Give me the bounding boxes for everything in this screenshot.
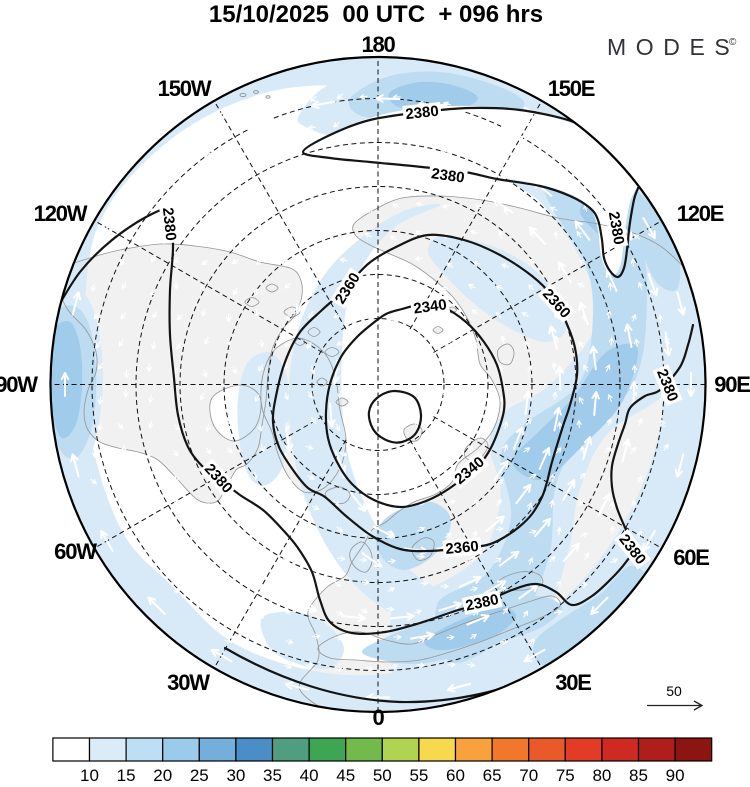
svg-text:60: 60 bbox=[446, 766, 465, 782]
svg-text:30E: 30E bbox=[555, 670, 591, 695]
svg-text:15/10/2025 00 UTC + 096 hrs: 15/10/2025 00 UTC + 096 hrs bbox=[209, 1, 543, 28]
svg-text:40: 40 bbox=[300, 766, 319, 782]
svg-text:2380: 2380 bbox=[605, 210, 628, 246]
svg-text:30W: 30W bbox=[167, 670, 210, 695]
svg-text:MODES: MODES bbox=[607, 34, 739, 60]
svg-text:180: 180 bbox=[361, 32, 395, 57]
svg-text:©: © bbox=[729, 37, 737, 48]
svg-text:0: 0 bbox=[372, 705, 384, 730]
svg-text:10: 10 bbox=[80, 766, 99, 782]
svg-text:120E: 120E bbox=[677, 201, 724, 226]
svg-text:50: 50 bbox=[373, 766, 392, 782]
svg-text:80: 80 bbox=[592, 766, 611, 782]
svg-text:20: 20 bbox=[153, 766, 172, 782]
svg-text:90: 90 bbox=[666, 766, 685, 782]
svg-text:2380: 2380 bbox=[405, 103, 440, 123]
svg-text:2360: 2360 bbox=[445, 538, 480, 558]
svg-text:45: 45 bbox=[336, 766, 355, 782]
svg-text:150W: 150W bbox=[158, 76, 212, 101]
svg-text:2380: 2380 bbox=[430, 165, 465, 186]
svg-text:2340: 2340 bbox=[412, 296, 447, 317]
svg-text:2380: 2380 bbox=[464, 591, 500, 615]
svg-text:120W: 120W bbox=[34, 201, 88, 226]
svg-text:70: 70 bbox=[519, 766, 538, 782]
svg-text:25: 25 bbox=[190, 766, 209, 782]
svg-text:60E: 60E bbox=[673, 545, 709, 570]
svg-text:35: 35 bbox=[263, 766, 282, 782]
svg-text:85: 85 bbox=[629, 766, 648, 782]
svg-text:60W: 60W bbox=[54, 539, 97, 564]
svg-text:90E: 90E bbox=[714, 372, 750, 397]
svg-text:15: 15 bbox=[117, 766, 136, 782]
svg-text:75: 75 bbox=[556, 766, 575, 782]
svg-text:55: 55 bbox=[409, 766, 428, 782]
svg-text:30: 30 bbox=[226, 766, 245, 782]
svg-text:150E: 150E bbox=[548, 76, 595, 101]
svg-text:2380: 2380 bbox=[159, 207, 179, 242]
svg-text:50: 50 bbox=[666, 683, 682, 699]
svg-text:90W: 90W bbox=[0, 372, 38, 397]
svg-text:65: 65 bbox=[483, 766, 502, 782]
